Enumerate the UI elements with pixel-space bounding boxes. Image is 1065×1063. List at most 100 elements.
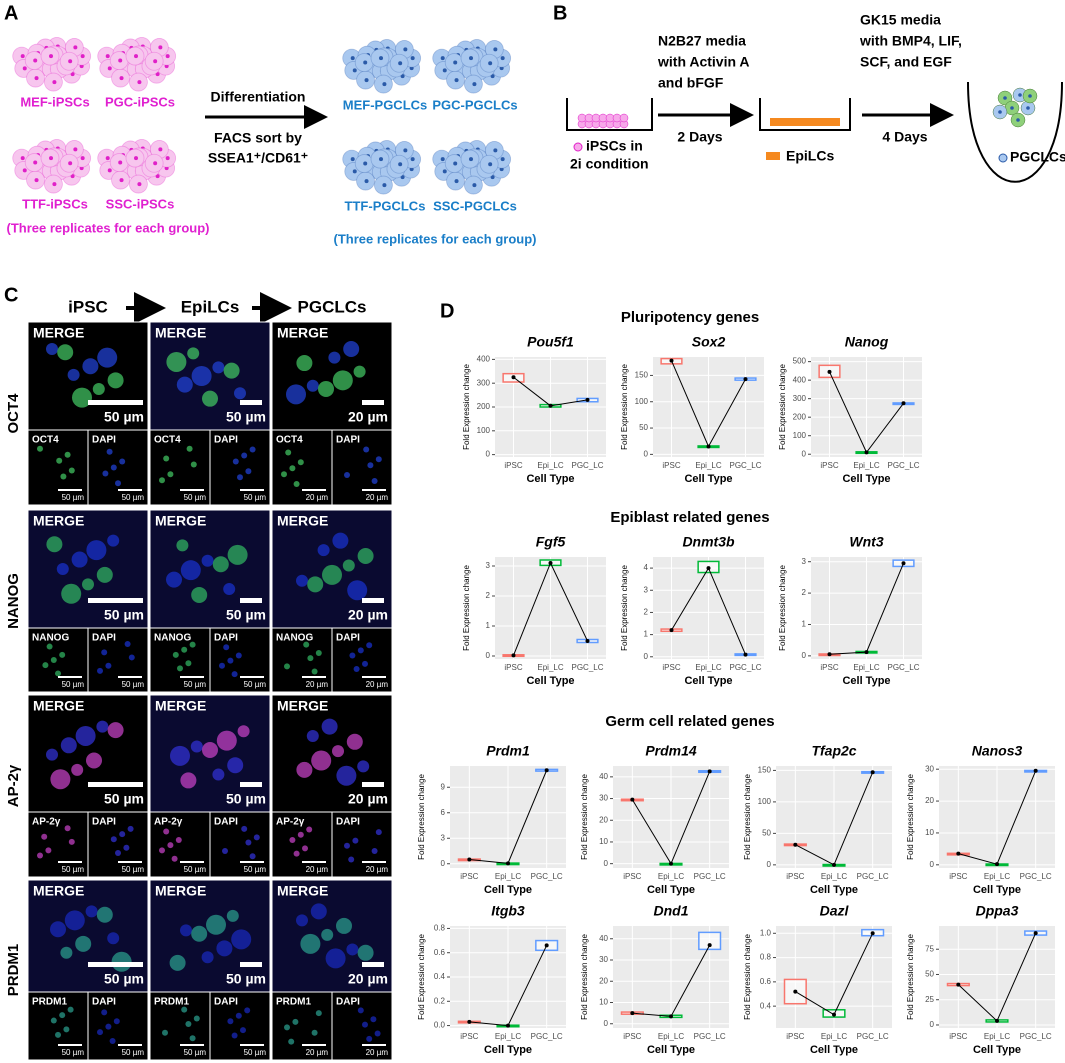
cell-blob xyxy=(201,554,214,567)
nucleus xyxy=(1016,118,1020,122)
label: 50 µm xyxy=(62,680,85,689)
micrograph xyxy=(27,991,89,1061)
label: 50 µm xyxy=(122,680,145,689)
cell-blob xyxy=(315,649,322,656)
cell-blob xyxy=(59,651,66,658)
label: Cell Type xyxy=(684,473,732,485)
cell-blob xyxy=(185,1020,192,1027)
cell-blob xyxy=(50,769,71,790)
nucleus xyxy=(134,156,139,161)
label: MERGE xyxy=(33,513,84,529)
cell-blob xyxy=(306,826,313,833)
cell-blob xyxy=(60,946,73,959)
cell-blob xyxy=(322,564,342,585)
nucleus xyxy=(107,66,112,71)
label: 50 µm xyxy=(122,865,145,874)
cell-blob xyxy=(366,1035,373,1042)
nucleus xyxy=(363,60,368,65)
label: DAPI xyxy=(336,633,360,644)
scale-bar xyxy=(118,1044,142,1046)
label: PRDM1 xyxy=(5,944,22,997)
mean-point xyxy=(901,561,906,566)
label: 25 xyxy=(925,995,934,1004)
nucleus xyxy=(469,56,474,61)
micrograph xyxy=(87,811,149,878)
nucleus xyxy=(49,156,54,161)
cell-blob xyxy=(124,641,131,647)
cell-blob xyxy=(176,539,189,552)
label: MERGE xyxy=(33,698,84,714)
mean-point xyxy=(630,797,635,802)
cell-blob xyxy=(177,665,183,672)
cell-blob xyxy=(181,1006,188,1013)
cell-blob xyxy=(71,763,84,776)
label: MERGE xyxy=(155,513,206,529)
micrograph xyxy=(87,991,149,1061)
micrograph xyxy=(87,627,149,693)
cell-blob xyxy=(46,343,58,355)
cell-blob xyxy=(162,1029,168,1036)
cell-blob xyxy=(357,1007,364,1014)
nucleus xyxy=(119,178,124,183)
cell-blob xyxy=(375,829,382,836)
nucleus xyxy=(410,157,415,162)
cell-blob xyxy=(292,1018,299,1025)
cell-blob xyxy=(75,935,92,952)
cell-blob xyxy=(45,847,52,854)
cell-blob xyxy=(193,1015,200,1022)
label: 400 xyxy=(793,375,807,384)
nucleus xyxy=(22,168,27,173)
label: 100 xyxy=(477,426,491,435)
nucleus xyxy=(379,157,384,162)
cell-blob xyxy=(235,652,242,659)
cell-blob xyxy=(97,1029,103,1036)
scale-bar xyxy=(58,676,82,678)
label: Sox2 xyxy=(692,334,726,350)
label: (Three replicates for each group) xyxy=(334,231,537,246)
micrograph xyxy=(27,321,149,431)
label: PGC_LC xyxy=(571,663,603,672)
label: 50 µm xyxy=(62,493,85,502)
cell-blob xyxy=(166,351,187,372)
label: 1 xyxy=(802,620,807,629)
legend-dot xyxy=(998,153,1008,163)
cell-blob xyxy=(172,651,179,658)
micrograph xyxy=(27,429,89,506)
scale-bar xyxy=(302,489,326,491)
label: Cell Type xyxy=(484,884,532,896)
nucleus xyxy=(488,162,493,167)
label: DAPI xyxy=(92,435,116,446)
label: Epi_LC xyxy=(537,663,563,672)
nucleus xyxy=(105,156,110,161)
scale-bar xyxy=(88,782,143,787)
label: with Activin A xyxy=(657,54,750,70)
mean-point xyxy=(743,377,748,382)
cell-blob xyxy=(353,665,360,672)
nucleus xyxy=(68,161,73,166)
label: 50 µm xyxy=(184,680,207,689)
label: Epi_LC xyxy=(537,461,563,470)
nucleus xyxy=(454,179,459,184)
label: GK15 media xyxy=(860,12,941,28)
label: Nanog xyxy=(845,334,889,350)
label: 20 xyxy=(599,815,608,824)
cell-blob xyxy=(171,855,178,862)
nucleus xyxy=(472,183,477,188)
cell-blob xyxy=(115,480,121,487)
cell-blob xyxy=(371,478,378,484)
label: 4 Days xyxy=(882,129,927,145)
nucleus xyxy=(440,157,445,162)
label: MERGE xyxy=(33,325,84,341)
mean-point xyxy=(706,444,711,449)
mean-point xyxy=(956,982,961,987)
cell-blob xyxy=(202,741,218,758)
label: Itgb3 xyxy=(491,903,525,919)
nucleus xyxy=(155,72,160,77)
label: 30 xyxy=(925,764,934,773)
label: 50 µm xyxy=(184,865,207,874)
nucleus xyxy=(454,78,459,83)
cell-blob xyxy=(186,445,193,452)
cell-blob xyxy=(127,825,134,832)
cell-blob xyxy=(302,845,308,852)
epilc-layer xyxy=(770,118,840,126)
